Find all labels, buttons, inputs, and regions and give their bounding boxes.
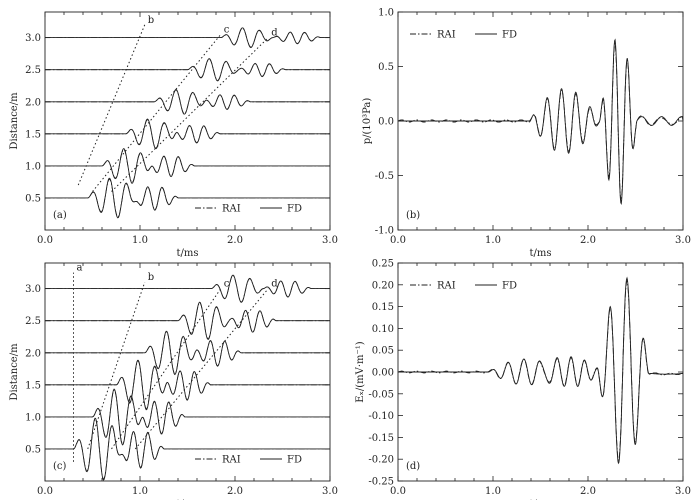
x-tick-label: 0.0 bbox=[37, 486, 53, 497]
x-tick-label: 0.0 bbox=[390, 235, 406, 246]
x-tick-label: 3.0 bbox=[675, 486, 691, 497]
panel-c: 0.01.02.03.00.51.01.52.02.53.0t/msDistan… bbox=[9, 262, 338, 500]
y-tick-label: -0.5 bbox=[375, 171, 394, 182]
y-tick-label: 0.5 bbox=[25, 444, 41, 455]
y-tick-label: -0.15 bbox=[368, 433, 394, 444]
guide-line-d bbox=[111, 37, 269, 192]
trace-rai-2 bbox=[45, 89, 330, 114]
y-tick-label: 3.0 bbox=[25, 33, 41, 44]
x-tick-label: 3.0 bbox=[675, 235, 691, 246]
legend-label-rai: RAI bbox=[222, 204, 241, 215]
y-tick-label: 0.0 bbox=[378, 117, 394, 128]
signal-rai bbox=[397, 279, 684, 462]
x-tick-label: 2.0 bbox=[580, 486, 596, 497]
x-tick-label: 2.0 bbox=[227, 235, 243, 246]
y-tick-label: 2.5 bbox=[25, 316, 41, 327]
y-tick-label: 2.0 bbox=[25, 97, 41, 108]
signal-fd bbox=[398, 38, 684, 205]
x-tick-label: 0.0 bbox=[390, 486, 406, 497]
x-tick-label: 3.0 bbox=[322, 486, 338, 497]
legend-label-fd: FD bbox=[287, 455, 302, 466]
y-tick-label: 0.20 bbox=[372, 280, 394, 291]
plot-frame bbox=[44, 262, 331, 482]
y-tick-label: -1.0 bbox=[375, 226, 394, 237]
guide-label-b: b bbox=[148, 272, 154, 283]
x-axis-label: t/ms bbox=[529, 248, 551, 259]
x-tick-label: 2.0 bbox=[580, 235, 596, 246]
legend-label-fd: FD bbox=[502, 30, 517, 41]
y-tick-label: 1.5 bbox=[25, 129, 41, 140]
guide-line-b bbox=[87, 282, 146, 450]
x-tick-label: 1.0 bbox=[485, 235, 501, 246]
trace-rai-1 bbox=[45, 389, 330, 445]
trace-rai-2 bbox=[45, 331, 330, 375]
legend-label-rai: RAI bbox=[437, 30, 456, 41]
trace-rai-0.5 bbox=[45, 178, 330, 218]
panel-d: 0.0 1.0 2.0 3.0 -0.25 -0.20 -0.15 -0.10 -0.05 0.0… bbox=[355, 259, 691, 500]
trace-rai-0.5 bbox=[45, 418, 330, 480]
legend-label-rai: RAI bbox=[437, 281, 456, 292]
trace-rai-2.5 bbox=[45, 58, 330, 81]
panel-b: 0.0 1.0 2.0 3.0 -1.0 -0.5 0.0 0.5 1.0 t/ms p/(10³P… bbox=[362, 8, 691, 260]
y-axis-label: p/(10³Pa) bbox=[362, 98, 373, 145]
y-axis-label: Eₓ/(mV·m⁻¹) bbox=[355, 341, 366, 402]
guide-line-c bbox=[111, 288, 222, 450]
y-tick-label: 0.05 bbox=[372, 346, 394, 357]
guide-label-a: a bbox=[77, 263, 83, 274]
guide-line-d bbox=[134, 288, 269, 450]
y-tick-label: 0.25 bbox=[372, 259, 394, 270]
x-tick-label: 2.0 bbox=[227, 486, 243, 497]
trace-rai-1.5 bbox=[45, 360, 330, 410]
y-tick-label: 2.5 bbox=[25, 65, 41, 76]
panel-a: 0.0 1.0 2.0 3.0 0.5 1.0 1.5 2.0 2.5 3.0 t/ms Distan… bbox=[9, 11, 338, 259]
y-tick-label: -0.05 bbox=[368, 389, 394, 400]
y-tick-label: 2.0 bbox=[25, 348, 41, 359]
y-tick-label: 0.00 bbox=[372, 368, 394, 379]
legend-label-fd: FD bbox=[502, 281, 517, 292]
trace-rai-2.5 bbox=[45, 302, 330, 340]
guide-label-c: c bbox=[224, 279, 230, 290]
legend-label-rai: RAI bbox=[222, 455, 241, 466]
panel-label: (a) bbox=[53, 210, 67, 221]
trace-rai-3 bbox=[45, 27, 330, 48]
y-tick-label: 0.15 bbox=[372, 302, 394, 313]
trace-rai-3 bbox=[45, 275, 330, 303]
y-tick-label: -0.20 bbox=[368, 455, 394, 466]
legend-label-fd: FD bbox=[287, 204, 302, 215]
y-tick-label: -0.10 bbox=[368, 411, 394, 422]
y-tick-label: 1.5 bbox=[25, 380, 41, 391]
trace-rai-1.5 bbox=[45, 119, 330, 149]
trace-rai-1 bbox=[45, 149, 330, 183]
guide-label-d: d bbox=[271, 28, 278, 39]
signal-rai bbox=[397, 42, 684, 202]
x-tick-label: 3.0 bbox=[322, 235, 338, 246]
y-tick-label: 3.0 bbox=[25, 284, 41, 295]
panel-label: (b) bbox=[406, 210, 420, 221]
guide-line-c bbox=[92, 34, 222, 192]
guide-label-c: c bbox=[224, 24, 230, 35]
y-axis-label: Distance/m bbox=[9, 92, 20, 150]
plot-frame bbox=[44, 11, 331, 231]
x-axis-label: t/ms bbox=[176, 248, 198, 259]
y-tick-label: 1.0 bbox=[378, 8, 394, 19]
x-tick-label: 1.0 bbox=[132, 486, 148, 497]
panel-label: (d) bbox=[406, 461, 420, 472]
x-tick-label: 1.0 bbox=[132, 235, 148, 246]
y-tick-label: 0.5 bbox=[378, 62, 394, 73]
panel-label: (c) bbox=[53, 461, 67, 472]
guide-line-b bbox=[77, 24, 146, 186]
guide-label-b: b bbox=[148, 15, 154, 26]
y-tick-label: 0.10 bbox=[372, 324, 394, 335]
y-axis-label: Distance/m bbox=[9, 343, 20, 401]
x-tick-label: 0.0 bbox=[37, 235, 53, 246]
y-tick-label: 0.5 bbox=[25, 193, 41, 204]
y-tick-label: -0.25 bbox=[368, 477, 394, 488]
y-tick-label: 1.0 bbox=[25, 161, 41, 172]
x-tick-label: 1.0 bbox=[485, 486, 501, 497]
y-tick-label: 1.0 bbox=[25, 412, 41, 423]
guide-label-d: d bbox=[271, 279, 278, 290]
